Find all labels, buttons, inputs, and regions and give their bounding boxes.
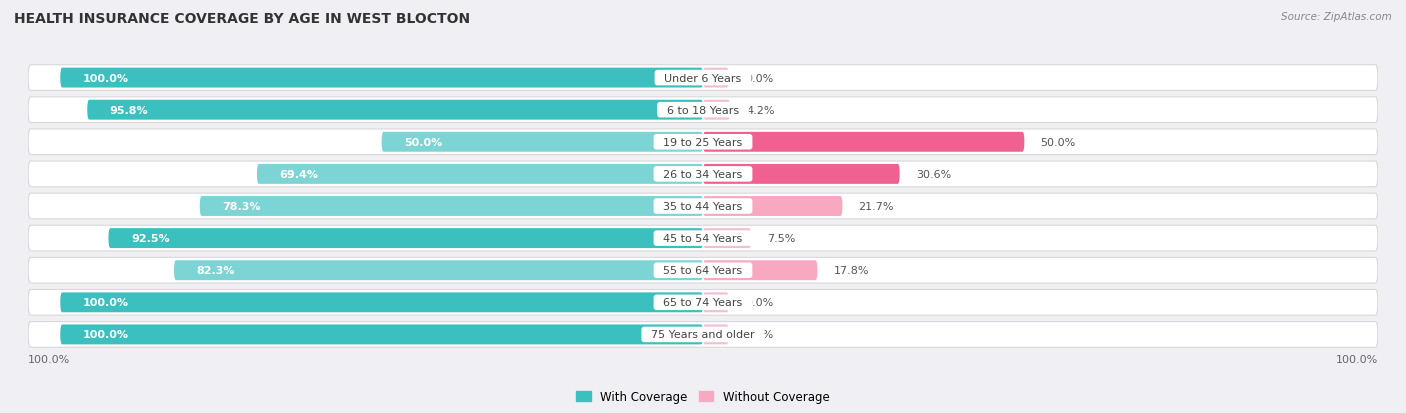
Text: 82.3%: 82.3% [197,266,235,275]
Text: 55 to 64 Years: 55 to 64 Years [657,266,749,275]
FancyBboxPatch shape [60,69,703,88]
Text: 100.0%: 100.0% [83,330,129,339]
FancyBboxPatch shape [108,229,703,249]
Text: 26 to 34 Years: 26 to 34 Years [657,169,749,180]
Text: 100.0%: 100.0% [83,298,129,308]
FancyBboxPatch shape [703,100,730,120]
Text: 50.0%: 50.0% [1040,138,1076,147]
Text: 21.7%: 21.7% [859,202,894,211]
Text: 19 to 25 Years: 19 to 25 Years [657,138,749,147]
FancyBboxPatch shape [28,322,1378,347]
Text: 4.2%: 4.2% [747,105,775,115]
FancyBboxPatch shape [28,97,1378,123]
FancyBboxPatch shape [703,133,1025,152]
Text: 0.0%: 0.0% [745,74,773,83]
Text: 30.6%: 30.6% [915,169,950,180]
FancyBboxPatch shape [200,197,703,216]
FancyBboxPatch shape [703,164,900,184]
Text: 0.0%: 0.0% [745,298,773,308]
FancyBboxPatch shape [257,164,703,184]
Text: 100.0%: 100.0% [28,355,70,365]
FancyBboxPatch shape [381,133,703,152]
FancyBboxPatch shape [87,100,703,120]
Text: 35 to 44 Years: 35 to 44 Years [657,202,749,211]
Text: 65 to 74 Years: 65 to 74 Years [657,298,749,308]
Text: 75 Years and older: 75 Years and older [644,330,762,339]
Text: 17.8%: 17.8% [834,266,869,275]
FancyBboxPatch shape [703,229,751,249]
Text: 78.3%: 78.3% [222,202,260,211]
Text: 0.0%: 0.0% [745,330,773,339]
FancyBboxPatch shape [174,261,703,280]
FancyBboxPatch shape [28,130,1378,155]
Text: Source: ZipAtlas.com: Source: ZipAtlas.com [1281,12,1392,22]
Text: 69.4%: 69.4% [280,169,318,180]
FancyBboxPatch shape [60,325,703,344]
FancyBboxPatch shape [703,325,728,344]
FancyBboxPatch shape [28,226,1378,252]
FancyBboxPatch shape [703,197,842,216]
FancyBboxPatch shape [28,290,1378,316]
Text: 100.0%: 100.0% [1336,355,1378,365]
FancyBboxPatch shape [703,261,817,280]
FancyBboxPatch shape [28,258,1378,283]
Text: HEALTH INSURANCE COVERAGE BY AGE IN WEST BLOCTON: HEALTH INSURANCE COVERAGE BY AGE IN WEST… [14,12,470,26]
FancyBboxPatch shape [28,161,1378,187]
Text: 100.0%: 100.0% [83,74,129,83]
Text: 50.0%: 50.0% [404,138,443,147]
Legend: With Coverage, Without Coverage: With Coverage, Without Coverage [572,385,834,408]
FancyBboxPatch shape [60,293,703,313]
Text: 45 to 54 Years: 45 to 54 Years [657,233,749,244]
FancyBboxPatch shape [28,66,1378,91]
Text: Under 6 Years: Under 6 Years [658,74,748,83]
FancyBboxPatch shape [703,293,728,313]
Text: 95.8%: 95.8% [110,105,149,115]
FancyBboxPatch shape [28,194,1378,219]
FancyBboxPatch shape [703,69,728,88]
Text: 7.5%: 7.5% [768,233,796,244]
Text: 6 to 18 Years: 6 to 18 Years [659,105,747,115]
Text: 92.5%: 92.5% [131,233,170,244]
